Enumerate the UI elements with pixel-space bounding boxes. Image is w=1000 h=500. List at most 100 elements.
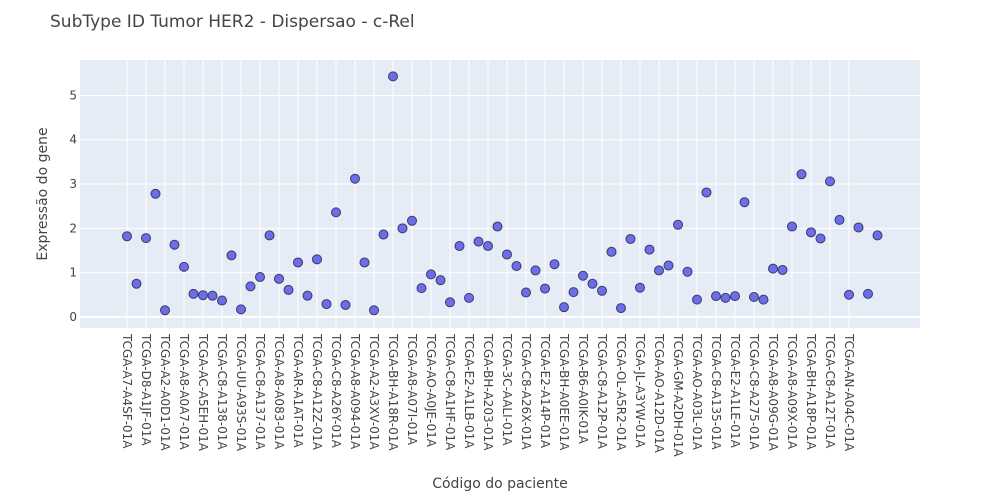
data-point[interactable] bbox=[198, 290, 208, 301]
data-point[interactable] bbox=[141, 233, 151, 244]
data-point[interactable] bbox=[122, 231, 132, 242]
data-point[interactable] bbox=[416, 283, 427, 294]
x-tick-label: TCGA-A8-A09X-01A bbox=[785, 333, 799, 450]
data-point[interactable] bbox=[236, 304, 246, 315]
x-tick-label: TCGA-C8-A12T-01A bbox=[823, 333, 837, 449]
x-tick-label: TCGA-A8-A09G-01A bbox=[766, 333, 780, 452]
data-point[interactable] bbox=[796, 169, 807, 180]
data-point[interactable] bbox=[160, 305, 170, 316]
data-point[interactable] bbox=[359, 257, 370, 268]
data-point[interactable] bbox=[511, 260, 522, 271]
x-tick-label: TCGA-AC-A5EH-01A bbox=[196, 333, 210, 452]
x-axis-title: Código do paciente bbox=[432, 476, 568, 492]
data-point[interactable] bbox=[255, 272, 265, 283]
data-point[interactable] bbox=[188, 288, 199, 299]
data-point[interactable] bbox=[150, 188, 161, 199]
data-point[interactable] bbox=[701, 187, 712, 198]
data-point[interactable] bbox=[293, 257, 303, 268]
data-point[interactable] bbox=[521, 287, 531, 298]
data-point[interactable] bbox=[350, 173, 360, 184]
data-point[interactable] bbox=[340, 299, 351, 310]
x-tick-label: TCGA-C8-A275-01A bbox=[747, 333, 761, 450]
data-point[interactable] bbox=[530, 265, 541, 276]
data-point[interactable] bbox=[711, 291, 721, 302]
data-point[interactable] bbox=[825, 176, 835, 187]
data-point[interactable] bbox=[492, 221, 503, 232]
x-tick-label: TCGA-C8-A135-01A bbox=[709, 333, 723, 450]
x-tick-label: TCGA-A8-A083-01A bbox=[272, 333, 286, 450]
data-point[interactable] bbox=[388, 71, 398, 82]
data-point[interactable] bbox=[283, 284, 294, 295]
data-point[interactable] bbox=[217, 295, 227, 306]
data-point[interactable] bbox=[720, 292, 731, 303]
data-point[interactable] bbox=[502, 249, 512, 260]
data-point[interactable] bbox=[806, 227, 816, 238]
data-point[interactable] bbox=[445, 297, 455, 308]
data-point[interactable] bbox=[758, 294, 769, 305]
data-point[interactable] bbox=[274, 273, 284, 284]
data-point[interactable] bbox=[749, 291, 759, 302]
data-point[interactable] bbox=[397, 223, 408, 234]
data-point[interactable] bbox=[872, 230, 883, 241]
data-point[interactable] bbox=[844, 289, 854, 300]
data-point[interactable] bbox=[407, 215, 417, 226]
data-point[interactable] bbox=[597, 285, 607, 296]
x-tick-label: TCGA-AO-A12D-01A bbox=[652, 333, 666, 453]
x-tick-label: TCGA-A2-A0D1-01A bbox=[158, 333, 172, 452]
data-point[interactable] bbox=[435, 275, 446, 286]
data-point[interactable] bbox=[226, 250, 237, 261]
x-tick-label: TCGA-OL-A5R2-01A bbox=[614, 333, 628, 451]
data-point[interactable] bbox=[426, 269, 436, 280]
x-tick-label: TCGA-BH-A18P-01A bbox=[804, 333, 818, 451]
data-point[interactable] bbox=[169, 239, 180, 250]
data-point[interactable] bbox=[682, 266, 693, 277]
data-point[interactable] bbox=[559, 302, 569, 313]
data-point[interactable] bbox=[663, 260, 674, 271]
plot-background bbox=[80, 60, 920, 328]
data-point[interactable] bbox=[549, 259, 560, 270]
data-point[interactable] bbox=[369, 305, 379, 316]
data-point[interactable] bbox=[635, 282, 645, 293]
y-axis-title: Expressão do gene bbox=[35, 127, 51, 260]
data-point[interactable] bbox=[625, 233, 636, 244]
data-point[interactable] bbox=[692, 294, 702, 305]
x-tick-label: TCGA-GM-A2DH-01A bbox=[671, 333, 685, 457]
data-point[interactable] bbox=[264, 230, 275, 241]
data-point[interactable] bbox=[644, 244, 655, 255]
x-tick-label: TCGA-E2-A14P-01A bbox=[538, 333, 552, 449]
data-point[interactable] bbox=[179, 261, 189, 272]
data-point[interactable] bbox=[131, 278, 142, 289]
data-point[interactable] bbox=[787, 221, 797, 232]
data-point[interactable] bbox=[853, 222, 864, 233]
data-point[interactable] bbox=[863, 288, 873, 299]
data-point[interactable] bbox=[454, 241, 465, 252]
x-tick-label: TCGA-AR-A1AT-01A bbox=[291, 333, 305, 448]
data-point[interactable] bbox=[673, 219, 683, 230]
y-tick-label: 4 bbox=[69, 133, 77, 147]
data-point[interactable] bbox=[739, 197, 750, 208]
data-point[interactable] bbox=[578, 270, 588, 281]
data-point[interactable] bbox=[207, 290, 218, 301]
data-point[interactable] bbox=[777, 264, 788, 275]
data-point[interactable] bbox=[616, 303, 626, 314]
data-point[interactable] bbox=[483, 241, 493, 252]
data-point[interactable] bbox=[730, 291, 740, 302]
data-point[interactable] bbox=[331, 207, 341, 218]
data-point[interactable] bbox=[568, 287, 579, 298]
data-point[interactable] bbox=[378, 229, 389, 240]
data-point[interactable] bbox=[654, 265, 664, 276]
data-point[interactable] bbox=[302, 290, 313, 301]
data-point[interactable] bbox=[464, 292, 474, 303]
data-point[interactable] bbox=[312, 254, 322, 265]
data-point[interactable] bbox=[473, 236, 484, 247]
data-point[interactable] bbox=[815, 233, 826, 244]
data-point[interactable] bbox=[540, 283, 550, 294]
x-tick-label: TCGA-E2-A1LE-01A bbox=[728, 333, 742, 449]
data-point[interactable] bbox=[321, 299, 332, 310]
data-point[interactable] bbox=[834, 214, 845, 225]
data-point[interactable] bbox=[768, 263, 778, 274]
data-point[interactable] bbox=[606, 246, 617, 257]
data-point[interactable] bbox=[245, 281, 256, 292]
x-tick-label: TCGA-C8-A137-01A bbox=[253, 333, 267, 450]
data-point[interactable] bbox=[587, 278, 598, 289]
